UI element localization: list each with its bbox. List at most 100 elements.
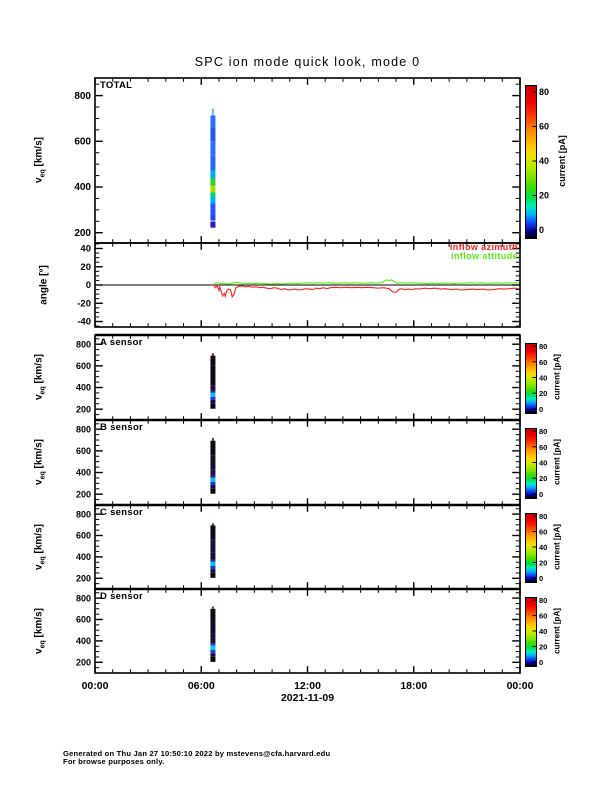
footer-generated-line: Generated on Thu Jan 27 10:50:10 2022 by… — [63, 749, 331, 758]
colorbar-sensor-d — [525, 597, 537, 667]
colorbar-tick-label: 0 — [539, 658, 543, 667]
y-axis-title-sensor-a: veq [km/s] — [33, 354, 47, 400]
y-tick-label: 800 — [76, 593, 91, 603]
y-tick-label: 600 — [74, 137, 91, 148]
x-tick-label: 06:00 — [188, 680, 215, 692]
colorbar-sensor-c — [525, 513, 537, 583]
y-tick-label: 200 — [76, 404, 91, 414]
colorbar-tick-label: 60 — [539, 358, 547, 367]
spectrogram-segment — [210, 214, 216, 221]
colorbar-title-total: current [pA] — [557, 135, 567, 187]
spectrogram-segment — [210, 656, 216, 662]
spectrogram-segment — [210, 390, 216, 393]
x-tick-label: 00:00 — [507, 680, 534, 692]
panel-label-sensor-b: B sensor — [100, 422, 144, 433]
y-axis-title-sensor-c: veq [km/s] — [33, 524, 47, 570]
colorbar-tick-label: 40 — [539, 374, 547, 383]
y-tick-label: 40 — [80, 244, 91, 255]
veq-sub: eq — [39, 169, 47, 178]
colorbar-tick-label: 60 — [539, 528, 547, 537]
colorbar-tick-label: 20 — [539, 558, 547, 567]
chart-title: SPC ion mode quick look, mode 0 — [194, 55, 421, 69]
spectrogram-segment — [210, 525, 216, 540]
spectrogram-segment — [210, 399, 216, 404]
panel-border — [94, 588, 521, 674]
colorbar-tick-label: 60 — [539, 443, 547, 452]
y-tick-label: -40 — [77, 317, 91, 328]
spectrogram-segment — [210, 561, 216, 566]
spectrogram-segment — [210, 539, 216, 553]
spectrogram-segment — [210, 572, 216, 578]
spectrogram-segment — [210, 203, 216, 215]
spectrogram-segment — [210, 385, 216, 391]
spectrogram-segment — [210, 392, 216, 397]
veq-main: v — [33, 177, 45, 183]
panel-total: 200 400 600 800 — [74, 77, 521, 244]
colorbar-sensor-a — [525, 343, 537, 414]
series-inflow-attitude — [213, 279, 521, 285]
colorbar-total — [525, 85, 537, 239]
colorbar-tick-label: 0 — [539, 574, 543, 583]
y-axis-title-sensor-d: veq [km/s] — [33, 608, 47, 654]
x-tick-label: 18:00 — [400, 680, 427, 692]
panel-border — [94, 419, 521, 506]
spectrogram-segment — [210, 440, 216, 456]
colorbar-sensor-b — [525, 428, 537, 499]
y-tick-label: 20 — [80, 262, 91, 273]
colorbar-tick-label: 20 — [539, 191, 549, 201]
spectrogram-segment — [210, 552, 216, 560]
y-tick-label: 800 — [76, 339, 91, 349]
spectrogram-segment — [210, 481, 216, 485]
colorbar-tick-label: 80 — [539, 427, 547, 436]
y-tick-label: 400 — [74, 182, 91, 193]
y-axis-title-total: veq [km/s] — [34, 137, 47, 183]
spectrogram-segment — [210, 155, 216, 171]
spectrogram-segment — [210, 608, 216, 620]
spectrogram-segment — [210, 178, 216, 186]
y-tick-label: 200 — [76, 657, 91, 667]
legend-inflow-attitude: inflow attitude — [451, 251, 518, 261]
spectrogram-segment — [210, 643, 216, 646]
spectrogram-segment — [210, 619, 216, 634]
colorbar-tick-label: 40 — [539, 543, 547, 552]
spectrogram-segment — [210, 653, 216, 657]
spectrogram-segment — [210, 355, 216, 366]
y-tick-label: 600 — [76, 615, 91, 625]
spectrogram-segment — [210, 170, 216, 179]
y-tick-label: 800 — [74, 91, 91, 102]
spectrogram-segment — [211, 437, 214, 441]
spectrogram-segment — [211, 523, 214, 526]
spectrogram-segment — [210, 115, 216, 128]
colorbar-title-sensor-b: current [pA] — [552, 439, 562, 485]
y-tick-label: 200 — [76, 573, 91, 583]
spectrogram-segment — [210, 221, 216, 228]
colorbar-tick-label: 60 — [539, 612, 547, 621]
footer-browse-line: For browse purposes only. — [63, 757, 165, 766]
spectrogram-segment — [210, 484, 216, 489]
colorbar-tick-label: 40 — [539, 459, 547, 468]
spectrogram-segment — [210, 197, 216, 204]
colorbar-tick-label: 20 — [539, 642, 547, 651]
colorbar-tick-label: 60 — [539, 121, 549, 131]
panel-border — [94, 504, 521, 590]
colorbar-title-sensor-a: current [pA] — [552, 354, 562, 400]
colorbar-tick-label: 80 — [539, 512, 547, 521]
colorbar-tick-label: 0 — [539, 490, 543, 499]
spectrogram-segment — [210, 559, 216, 562]
y-tick-label: 800 — [76, 424, 91, 434]
x-tick-label: 00:00 — [82, 680, 109, 692]
spectrogram-segment — [211, 353, 214, 356]
veq-unit: [km/s] — [33, 137, 45, 170]
spectrogram-segment — [210, 185, 216, 193]
colorbar-tick-label: 80 — [539, 342, 547, 351]
spectrogram-segment — [210, 192, 216, 198]
y-tick-label: 200 — [76, 489, 91, 499]
spectrogram-segment — [211, 108, 214, 116]
y-tick-label: -20 — [77, 298, 91, 309]
colorbar-tick-label: 80 — [539, 87, 549, 97]
colorbar-tick-label: 40 — [539, 156, 549, 166]
panel-label-sensor-c: C sensor — [100, 507, 144, 518]
panel-label-total: TOTAL — [100, 80, 133, 91]
